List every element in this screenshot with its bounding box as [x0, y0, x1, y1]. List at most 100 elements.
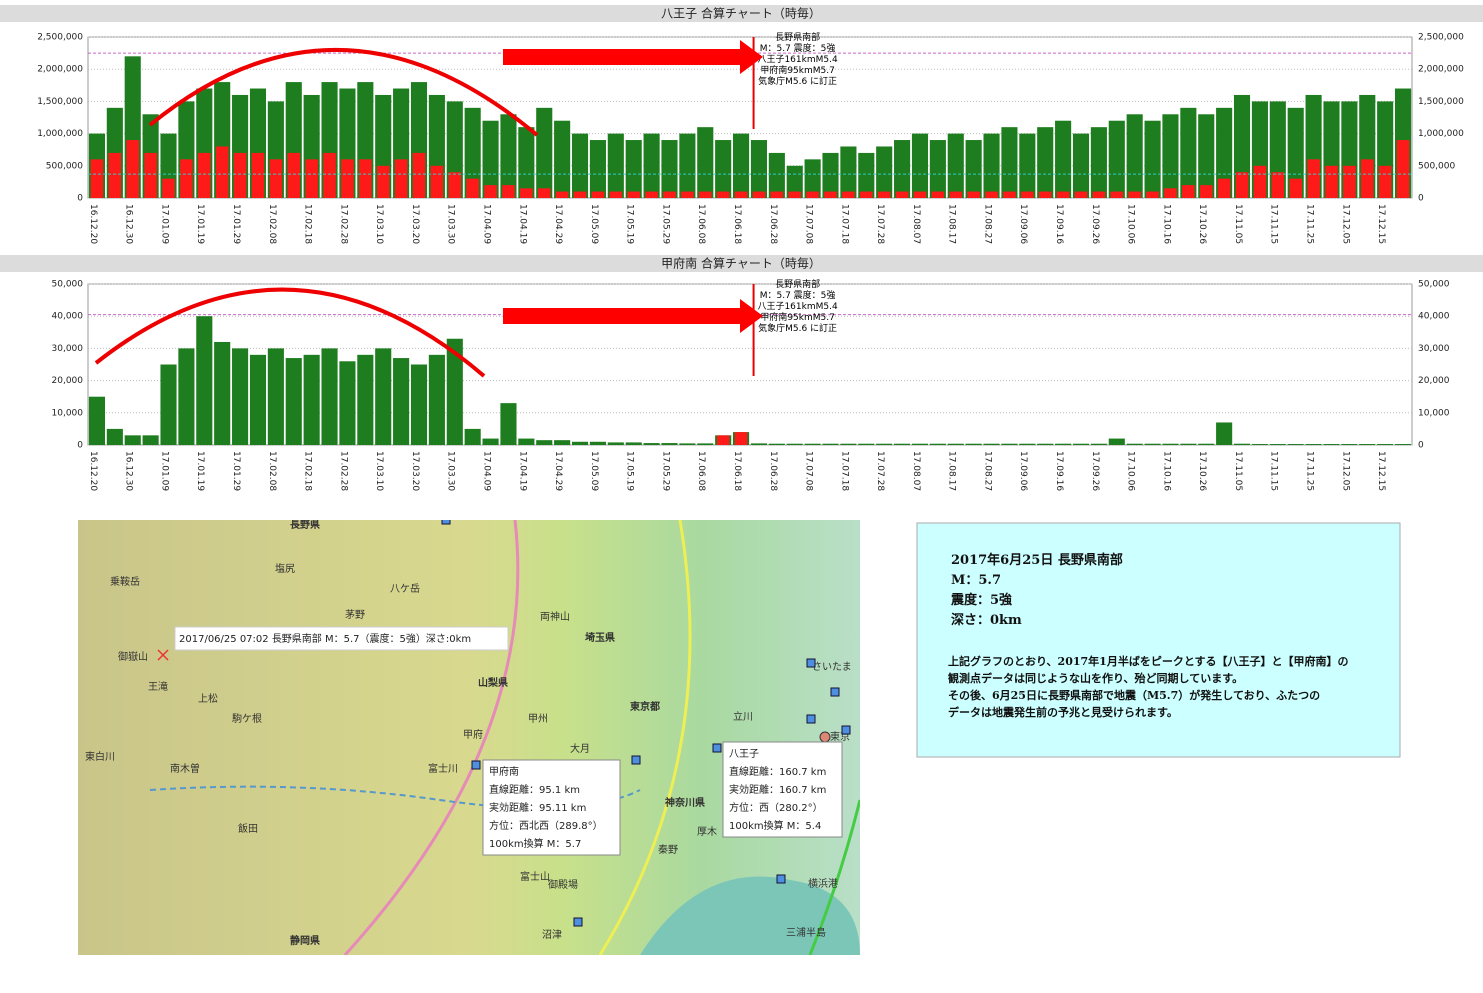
- y2-tick-label: 500,000: [1418, 161, 1455, 171]
- bar: [1001, 443, 1018, 445]
- range-circle: [598, 520, 692, 955]
- bar: [482, 120, 499, 198]
- map-label: 立川: [733, 710, 753, 723]
- map-label: 静岡県: [290, 934, 320, 947]
- bar: [1217, 178, 1231, 198]
- x-tick-label: 16.12.30: [124, 451, 134, 491]
- bar: [679, 133, 696, 198]
- title-bar: [0, 255, 1483, 272]
- map-label: 御嶽山: [118, 650, 148, 663]
- bar: [1056, 191, 1070, 198]
- bar: [430, 165, 444, 198]
- x-tick-label: 17.02.08: [267, 204, 277, 244]
- y-tick-label: 40,000: [52, 312, 84, 322]
- bar: [1037, 443, 1054, 445]
- map-label: 沼津: [542, 928, 562, 941]
- bar: [627, 191, 640, 198]
- bar: [752, 191, 766, 198]
- map-label: 東京都: [630, 700, 660, 713]
- x-tick-label: 17.04.19: [517, 204, 527, 244]
- panel-heading: 深さ：0km: [951, 612, 1022, 628]
- y-tick-label: 2,500,000: [37, 33, 83, 43]
- bar: [196, 316, 213, 445]
- x-tick-label: 17.01.19: [195, 204, 205, 244]
- map-label: 長野県: [290, 518, 320, 531]
- annotation: 甲府南95kmM5.7: [760, 64, 835, 76]
- bar: [625, 140, 642, 198]
- annotation: 長野県南部: [775, 31, 820, 43]
- x-tick-label: 17.03.10: [374, 451, 384, 491]
- y-tick-label: 20,000: [52, 376, 84, 386]
- bar: [877, 191, 891, 198]
- bar: [1037, 127, 1054, 198]
- x-tick-label: 17.03.10: [374, 204, 384, 244]
- tooltip-text: 直線距離：95.1 km: [489, 783, 580, 796]
- bar: [770, 191, 784, 198]
- x-tick-label: 17.01.29: [231, 204, 241, 244]
- bar: [520, 188, 533, 198]
- y2-tick-label: 1,500,000: [1418, 97, 1464, 107]
- epicenter-mark: [157, 649, 169, 661]
- x-tick-label: 17.02.08: [267, 451, 277, 491]
- bar: [448, 172, 462, 198]
- map-label: 山梨県: [478, 676, 508, 689]
- map-label: 八ケ岳: [390, 583, 420, 595]
- y-tick-label: 1,500,000: [37, 97, 83, 107]
- bar: [947, 443, 964, 445]
- y-tick-label: 0: [77, 441, 83, 451]
- map-label: 塩尻: [275, 562, 295, 575]
- x-tick-label: 17.01.19: [195, 451, 205, 491]
- station-marker: [841, 725, 851, 735]
- bar: [1361, 159, 1374, 198]
- bar: [1180, 107, 1197, 198]
- bar: [466, 178, 479, 198]
- bar: [804, 443, 821, 445]
- bar: [824, 191, 837, 198]
- map-label: 駒ケ根: [232, 712, 262, 725]
- bar: [750, 140, 767, 198]
- x-tick-label: 17.06.28: [768, 204, 778, 244]
- bar: [357, 354, 374, 445]
- bar: [1019, 443, 1036, 445]
- bar: [162, 178, 175, 198]
- x-tick-label: 17.11.25: [1305, 451, 1315, 491]
- x-tick-label: 17.04.29: [553, 204, 563, 244]
- x-tick-label: 17.07.18: [839, 204, 849, 244]
- y-tick-label: 30,000: [52, 344, 84, 354]
- map-label: 乗鞍岳: [110, 575, 140, 588]
- bar: [180, 159, 193, 198]
- bar: [573, 191, 587, 198]
- x-tick-label: 17.07.28: [875, 451, 885, 491]
- bar: [1003, 191, 1016, 198]
- bar: [1198, 443, 1215, 445]
- bar: [911, 133, 929, 198]
- x-tick-label: 17.05.29: [660, 204, 670, 244]
- x-tick-label: 17.06.08: [696, 451, 706, 491]
- bar: [142, 435, 159, 445]
- map-label: 飯田: [238, 822, 258, 835]
- map-label: 大月: [570, 742, 590, 755]
- bar: [1307, 159, 1320, 198]
- y2-tick-label: 10,000: [1418, 408, 1450, 418]
- bar: [88, 396, 105, 445]
- bar: [554, 440, 571, 445]
- map-label: 三浦半島: [786, 926, 826, 939]
- map-label: 神奈川県: [665, 796, 705, 809]
- bar: [106, 428, 123, 445]
- bar: [929, 140, 946, 198]
- range-circle: [343, 520, 520, 955]
- bar: [1162, 114, 1179, 198]
- bar: [860, 191, 873, 198]
- annotation: 八王子161kmM5.4: [757, 54, 838, 65]
- bar: [1396, 140, 1410, 198]
- x-tick-label: 17.01.29: [231, 451, 241, 491]
- tooltip-text: 100km換算 M：5.7: [489, 837, 581, 850]
- bar: [697, 443, 714, 445]
- tooltip-text: 方位：西（280.2°）: [729, 801, 823, 814]
- y2-tick-label: 20,000: [1418, 376, 1450, 386]
- arrow: [503, 40, 763, 74]
- map-label: 南木曽: [170, 762, 200, 775]
- x-tick-label: 17.05.29: [660, 451, 670, 491]
- bar: [663, 191, 676, 198]
- arrow: [503, 299, 763, 333]
